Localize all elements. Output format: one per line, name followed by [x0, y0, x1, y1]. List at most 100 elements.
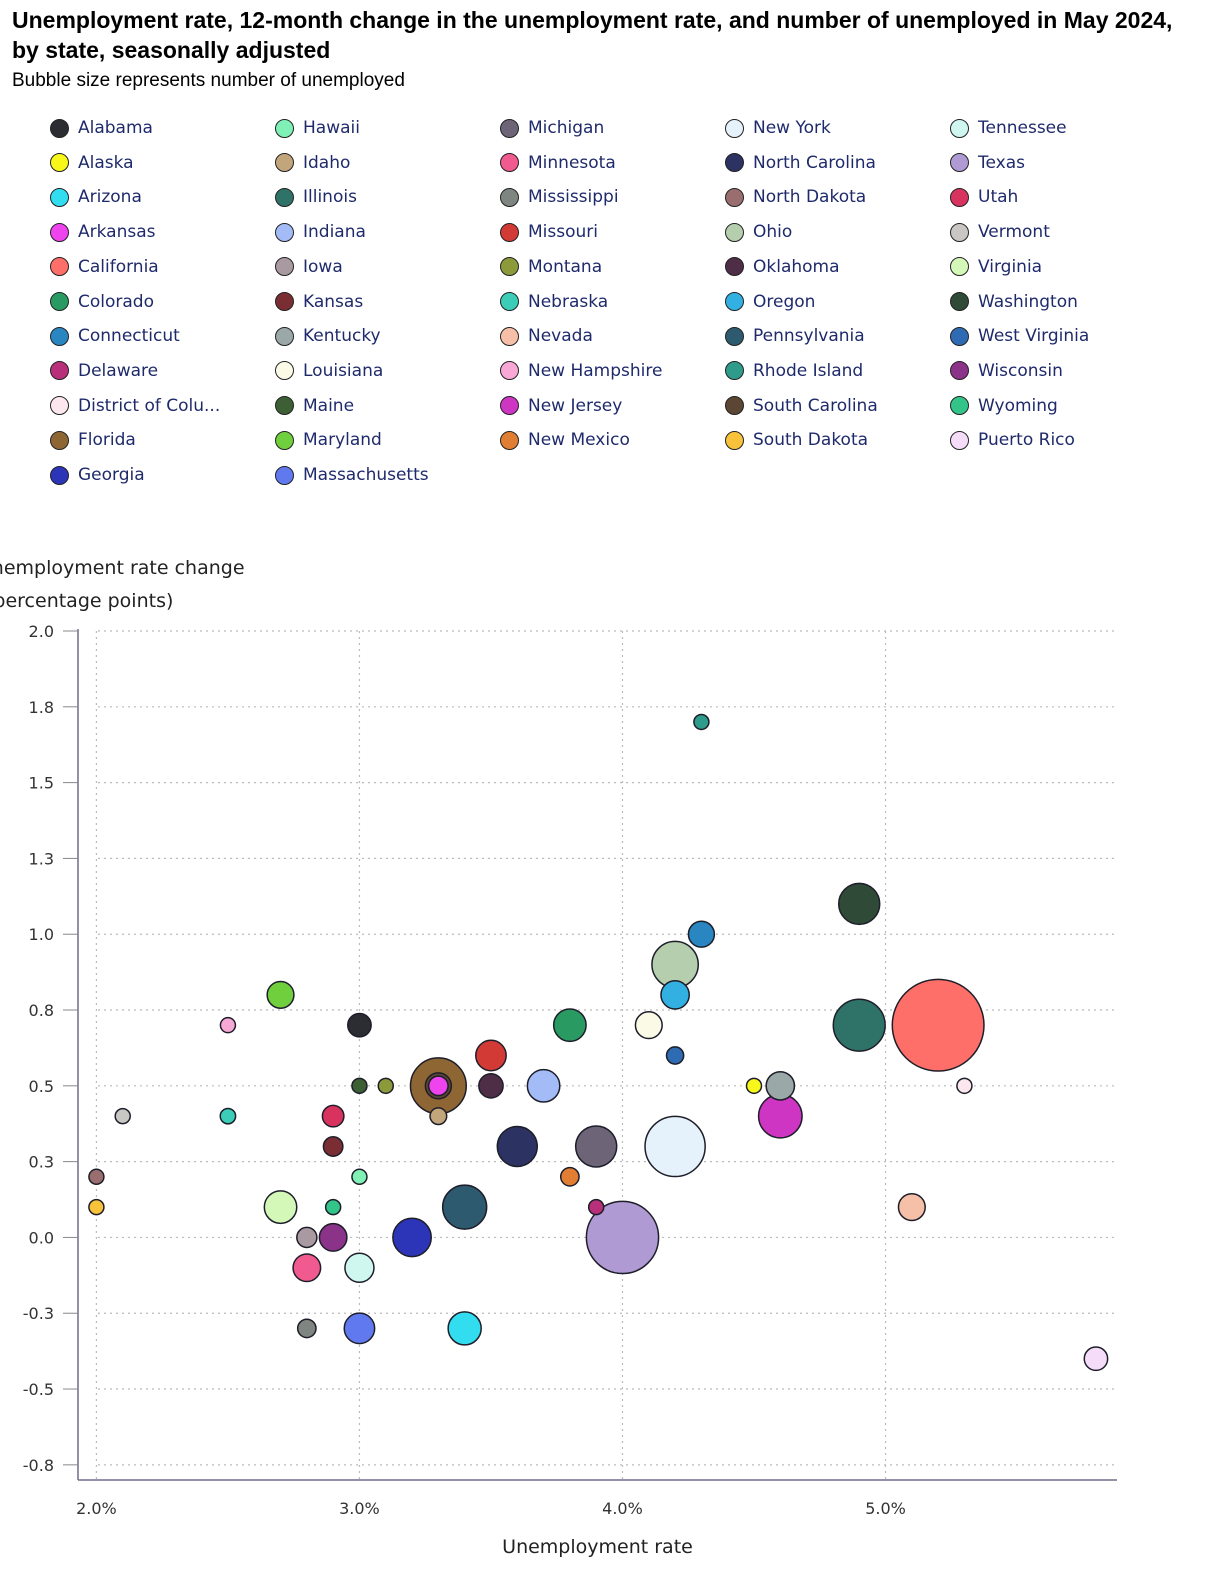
- bubble-iowa[interactable]: [296, 1226, 318, 1249]
- legend-item-south-dakota[interactable]: South Dakota: [725, 427, 868, 453]
- bubble-new-jersey[interactable]: [757, 1093, 803, 1139]
- bubble-rhode-island[interactable]: [693, 713, 710, 731]
- legend-item-alaska[interactable]: Alaska: [50, 150, 134, 176]
- bubble-illinois[interactable]: [832, 998, 886, 1052]
- legend-item-texas[interactable]: Texas: [950, 150, 1025, 176]
- bubble-virginia[interactable]: [263, 1190, 298, 1225]
- bubble-arizona[interactable]: [447, 1311, 482, 1346]
- bubble-hawaii[interactable]: [351, 1168, 368, 1186]
- bubble-delaware[interactable]: [587, 1198, 605, 1216]
- legend-item-kansas[interactable]: Kansas: [275, 289, 363, 315]
- legend-item-oregon[interactable]: Oregon: [725, 289, 815, 315]
- legend-item-vermont[interactable]: Vermont: [950, 219, 1050, 245]
- bubble-new-mexico[interactable]: [559, 1166, 580, 1187]
- legend-item-north-carolina[interactable]: North Carolina: [725, 150, 876, 176]
- legend-item-hawaii[interactable]: Hawaii: [275, 115, 360, 141]
- legend-item-louisiana[interactable]: Louisiana: [275, 358, 383, 384]
- legend-item-maryland[interactable]: Maryland: [275, 427, 382, 453]
- bubble-vermont[interactable]: [114, 1107, 131, 1125]
- bubble-new-hampshire[interactable]: [219, 1016, 237, 1034]
- bubble-kentucky[interactable]: [765, 1070, 796, 1101]
- legend-item-new-hampshire[interactable]: New Hampshire: [500, 358, 662, 384]
- bubble-texas[interactable]: [585, 1200, 660, 1275]
- legend-item-massachusetts[interactable]: Massachusetts: [275, 462, 429, 488]
- legend-item-utah[interactable]: Utah: [950, 184, 1018, 210]
- legend-item-connecticut[interactable]: Connecticut: [50, 323, 180, 349]
- legend-item-puerto-rico[interactable]: Puerto Rico: [950, 427, 1075, 453]
- bubble-maine[interactable]: [351, 1077, 368, 1095]
- bubble-utah[interactable]: [321, 1104, 345, 1128]
- legend-item-district-of-columbia[interactable]: District of Colu...: [50, 393, 220, 419]
- legend-item-tennessee[interactable]: Tennessee: [950, 115, 1067, 141]
- legend-item-wisconsin[interactable]: Wisconsin: [950, 358, 1063, 384]
- bubble-connecticut[interactable]: [687, 920, 716, 948]
- legend-item-ohio[interactable]: Ohio: [725, 219, 792, 245]
- legend-item-montana[interactable]: Montana: [500, 254, 602, 280]
- legend-item-missouri[interactable]: Missouri: [500, 219, 598, 245]
- bubble-nevada[interactable]: [897, 1192, 926, 1222]
- bubble-michigan[interactable]: [574, 1125, 618, 1168]
- legend-item-oklahoma[interactable]: Oklahoma: [725, 254, 840, 280]
- legend-item-georgia[interactable]: Georgia: [50, 462, 145, 488]
- legend-item-delaware[interactable]: Delaware: [50, 358, 158, 384]
- legend-item-south-carolina[interactable]: South Carolina: [725, 393, 878, 419]
- legend-item-new-york[interactable]: New York: [725, 115, 831, 141]
- bubble-pennsylvania[interactable]: [441, 1184, 488, 1230]
- bubble-missouri[interactable]: [475, 1039, 507, 1072]
- bubble-washington[interactable]: [837, 882, 881, 926]
- legend-item-minnesota[interactable]: Minnesota: [500, 150, 616, 176]
- bubble-georgia[interactable]: [392, 1217, 432, 1258]
- legend-item-idaho[interactable]: Idaho: [275, 150, 350, 176]
- legend-item-nevada[interactable]: Nevada: [500, 323, 593, 349]
- legend-item-colorado[interactable]: Colorado: [50, 289, 154, 315]
- bubble-west-virginia[interactable]: [665, 1046, 685, 1065]
- legend-item-iowa[interactable]: Iowa: [275, 254, 343, 280]
- bubble-california[interactable]: [891, 978, 985, 1072]
- legend-item-arizona[interactable]: Arizona: [50, 184, 142, 210]
- bubble-north-carolina[interactable]: [496, 1125, 539, 1168]
- bubble-louisiana[interactable]: [634, 1011, 663, 1040]
- legend-item-california[interactable]: California: [50, 254, 159, 280]
- bubble-arkansas[interactable]: [427, 1075, 449, 1097]
- legend-item-washington[interactable]: Washington: [950, 289, 1078, 315]
- bubble-massachusetts[interactable]: [343, 1312, 376, 1345]
- bubble-montana[interactable]: [377, 1077, 395, 1095]
- bubble-alabama[interactable]: [347, 1012, 372, 1038]
- legend-item-new-mexico[interactable]: New Mexico: [500, 427, 630, 453]
- legend-item-rhode-island[interactable]: Rhode Island: [725, 358, 863, 384]
- bubble-indiana[interactable]: [526, 1068, 561, 1103]
- legend-item-florida[interactable]: Florida: [50, 427, 136, 453]
- legend-item-maine[interactable]: Maine: [275, 393, 354, 419]
- legend-item-virginia[interactable]: Virginia: [950, 254, 1042, 280]
- legend-item-mississippi[interactable]: Mississippi: [500, 184, 619, 210]
- bubble-mississippi[interactable]: [296, 1318, 317, 1339]
- bubble-wisconsin[interactable]: [318, 1222, 348, 1252]
- bubble-district-of-columbia[interactable]: [956, 1077, 973, 1095]
- legend-item-arkansas[interactable]: Arkansas: [50, 219, 156, 245]
- bubble-oklahoma[interactable]: [478, 1072, 504, 1099]
- bubble-puerto-rico[interactable]: [1083, 1346, 1109, 1372]
- legend-item-north-dakota[interactable]: North Dakota: [725, 184, 866, 210]
- bubble-colorado[interactable]: [552, 1008, 587, 1043]
- legend-item-alabama[interactable]: Alabama: [50, 115, 153, 141]
- legend-item-new-jersey[interactable]: New Jersey: [500, 393, 622, 419]
- bubble-tennessee[interactable]: [344, 1252, 375, 1283]
- bubble-maryland[interactable]: [266, 980, 295, 1009]
- bubble-minnesota[interactable]: [292, 1253, 322, 1283]
- bubble-kansas[interactable]: [322, 1135, 344, 1157]
- legend-item-michigan[interactable]: Michigan: [500, 115, 604, 141]
- legend-item-nebraska[interactable]: Nebraska: [500, 289, 608, 315]
- legend-item-pennsylvania[interactable]: Pennsylvania: [725, 323, 865, 349]
- legend-item-indiana[interactable]: Indiana: [275, 219, 366, 245]
- legend-item-wyoming[interactable]: Wyoming: [950, 393, 1058, 419]
- bubble-alaska[interactable]: [745, 1077, 763, 1095]
- bubble-north-dakota[interactable]: [88, 1168, 105, 1186]
- legend-item-kentucky[interactable]: Kentucky: [275, 323, 381, 349]
- bubble-new-york[interactable]: [644, 1115, 706, 1178]
- legend-item-west-virginia[interactable]: West Virginia: [950, 323, 1089, 349]
- bubble-south-dakota[interactable]: [88, 1198, 105, 1216]
- bubble-nebraska[interactable]: [219, 1107, 237, 1125]
- bubble-wyoming[interactable]: [324, 1198, 342, 1216]
- bubble-idaho[interactable]: [429, 1107, 448, 1126]
- bubble-oregon[interactable]: [660, 979, 690, 1010]
